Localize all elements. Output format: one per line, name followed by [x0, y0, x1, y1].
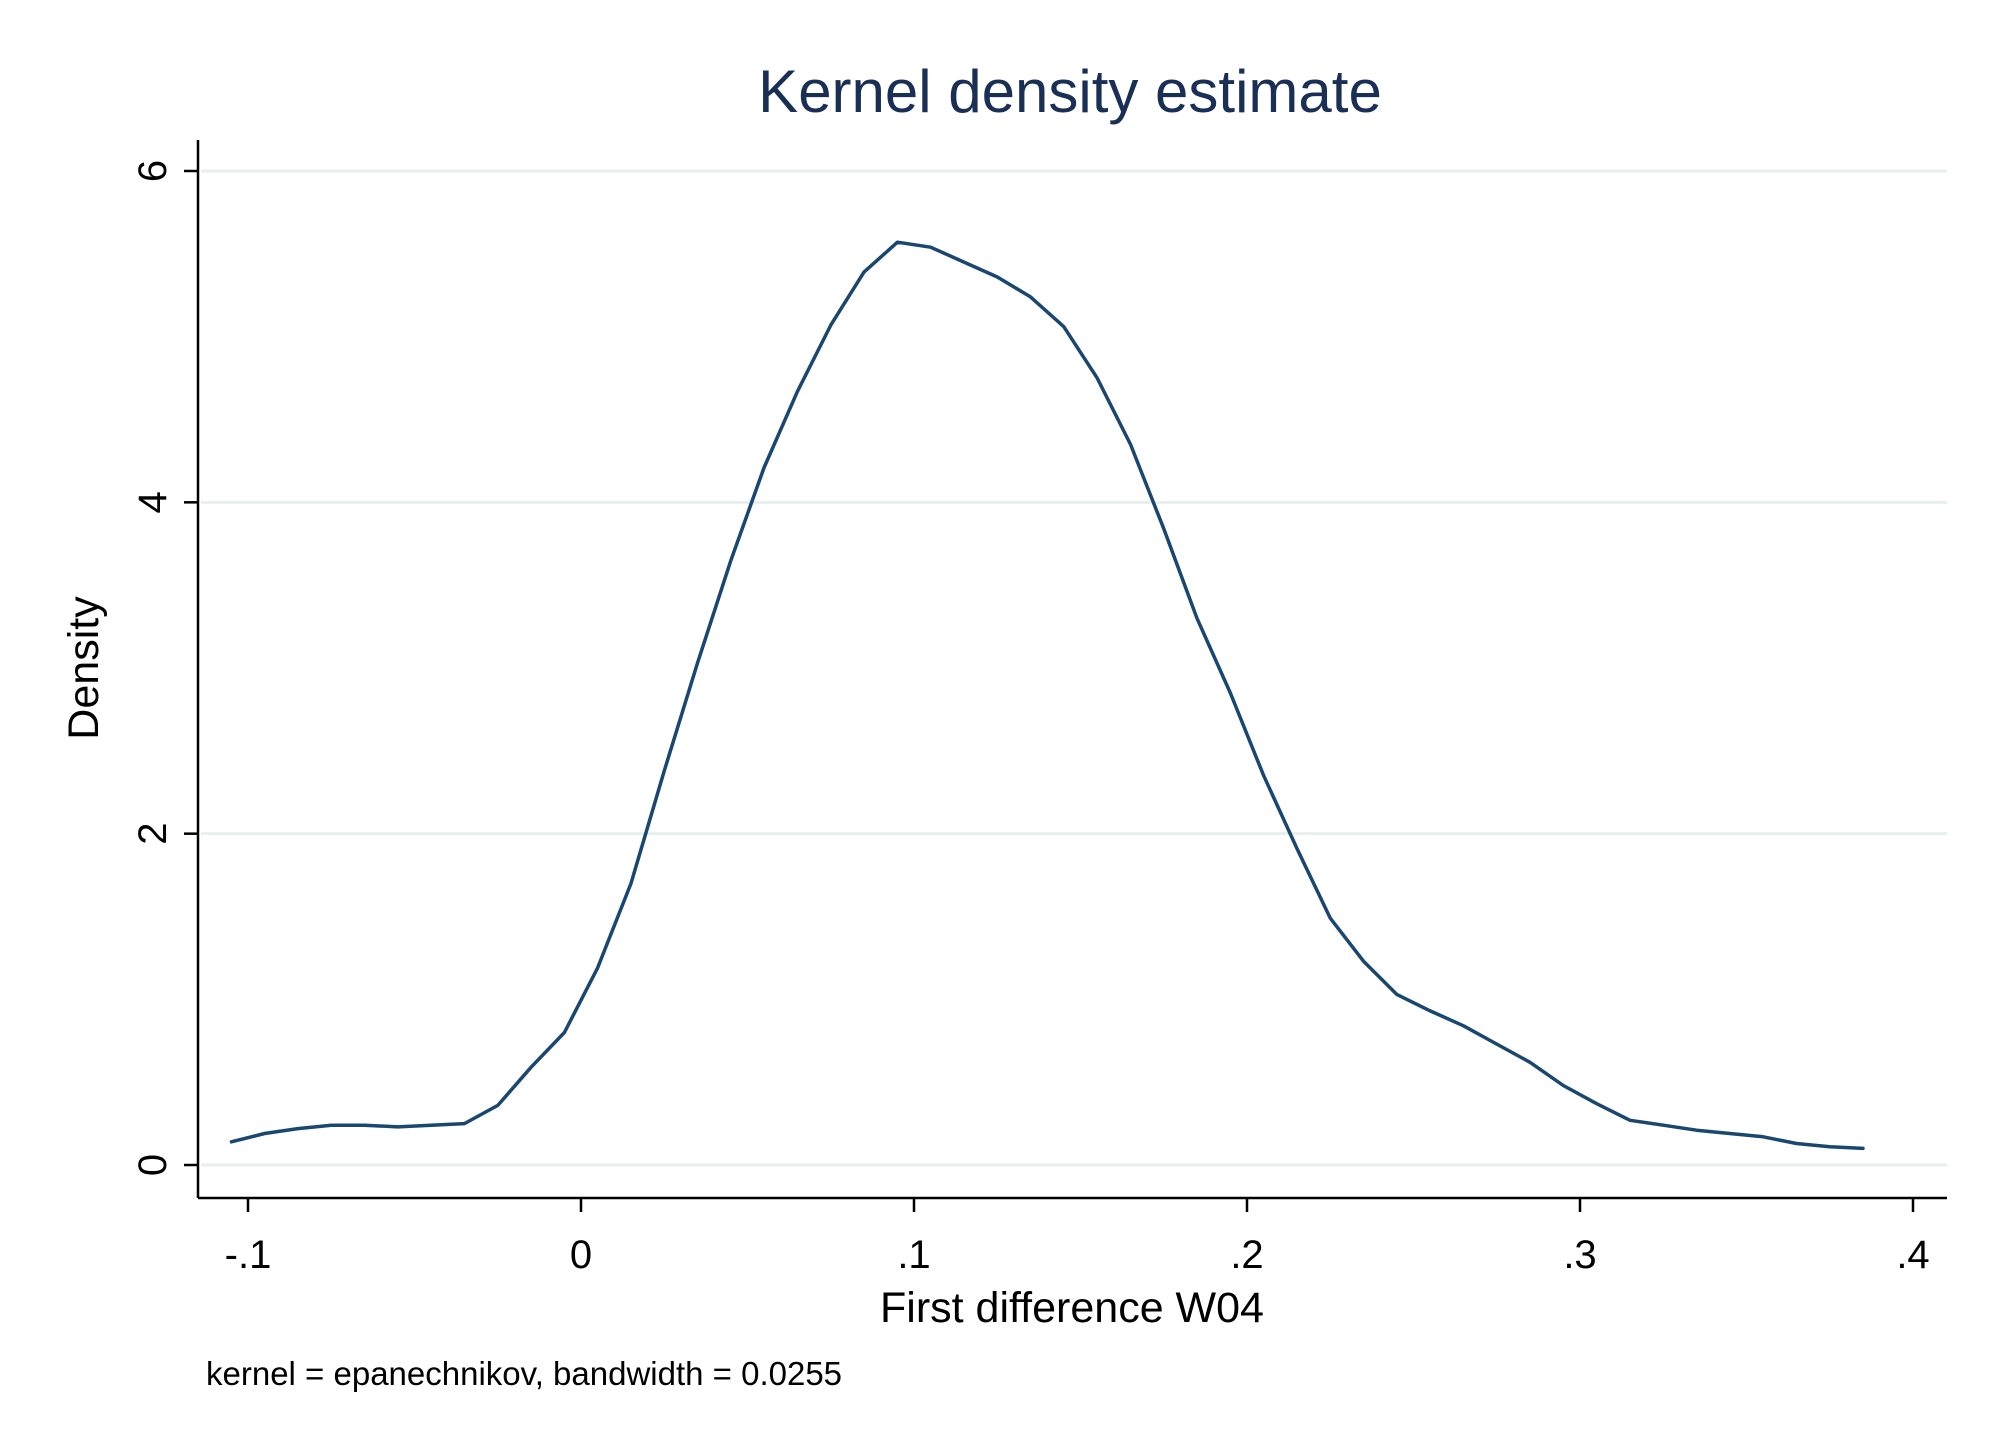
- density-point: [1030, 296, 1031, 297]
- density-point: [964, 262, 965, 263]
- density-point: [1330, 918, 1331, 919]
- density-point: [1829, 1146, 1830, 1147]
- x-tick-label: -.1: [225, 1233, 272, 1277]
- density-point: [997, 277, 998, 278]
- gridlines: [201, 169, 1947, 1167]
- density-point: [1630, 1120, 1631, 1121]
- density-point: [231, 1141, 232, 1142]
- density-point: [697, 663, 698, 664]
- density-point: [397, 1126, 398, 1127]
- density-point: [564, 1032, 565, 1033]
- density-point: [1230, 692, 1231, 693]
- density-point: [664, 770, 665, 771]
- density-point: [1363, 961, 1364, 962]
- density-point: [1863, 1148, 1864, 1149]
- x-tick-label: .2: [1230, 1233, 1263, 1277]
- y-tick-label: 2: [131, 823, 175, 845]
- density-line: [229, 240, 1865, 1151]
- density-point: [830, 325, 831, 326]
- density-point: [1663, 1125, 1664, 1126]
- density-point: [1263, 775, 1264, 776]
- density-point: [1463, 1025, 1464, 1026]
- density-point: [1729, 1133, 1730, 1134]
- density-point: [631, 883, 632, 884]
- density-point: [1496, 1044, 1497, 1045]
- density-point: [497, 1105, 498, 1106]
- density-point: [1163, 528, 1164, 529]
- y-tick-label: 6: [131, 160, 175, 182]
- density-point: [264, 1133, 265, 1134]
- x-tick-label: .1: [897, 1233, 930, 1277]
- density-point: [297, 1128, 298, 1129]
- density-point: [1097, 378, 1098, 379]
- density-point: [1696, 1130, 1697, 1131]
- density-point: [531, 1067, 532, 1068]
- density-point: [364, 1125, 365, 1126]
- y-axis-title: Density: [60, 596, 108, 740]
- density-point: [1530, 1062, 1531, 1063]
- series-group: [229, 240, 1865, 1151]
- density-point: [1763, 1136, 1764, 1137]
- density-point: [597, 967, 598, 968]
- density-point: [1063, 326, 1064, 327]
- density-point: [431, 1125, 432, 1126]
- density-point: [764, 467, 765, 468]
- density-point: [464, 1123, 465, 1124]
- density-point: [730, 560, 731, 561]
- density-point: [1130, 444, 1131, 445]
- density-point: [1796, 1143, 1797, 1144]
- y-axis-ticks: 0 2 4 6: [131, 160, 198, 1176]
- x-tick-label: 0: [570, 1233, 592, 1277]
- chart-note: kernel = epanechnikov, bandwidth = 0.025…: [206, 1355, 842, 1392]
- density-point: [897, 242, 898, 243]
- density-point: [930, 247, 931, 248]
- density-point: [1596, 1103, 1597, 1104]
- chart-title: Kernel density estimate: [758, 58, 1382, 125]
- x-axis-title: First difference W04: [880, 1284, 1264, 1332]
- density-point: [864, 272, 865, 273]
- y-tick-label: 4: [131, 491, 175, 513]
- density-point: [1430, 1010, 1431, 1011]
- density-point: [1563, 1085, 1564, 1086]
- density-point: [797, 391, 798, 392]
- density-point: [331, 1125, 332, 1126]
- density-point: [1297, 848, 1298, 849]
- y-tick-label: 0: [131, 1154, 175, 1176]
- x-tick-label: .3: [1563, 1233, 1596, 1277]
- density-point: [1197, 618, 1198, 619]
- x-axis-ticks: -.1 0 .1 .2 .3 .4: [225, 1198, 1930, 1277]
- x-tick-label: .4: [1896, 1233, 1929, 1277]
- density-point: [1396, 994, 1397, 995]
